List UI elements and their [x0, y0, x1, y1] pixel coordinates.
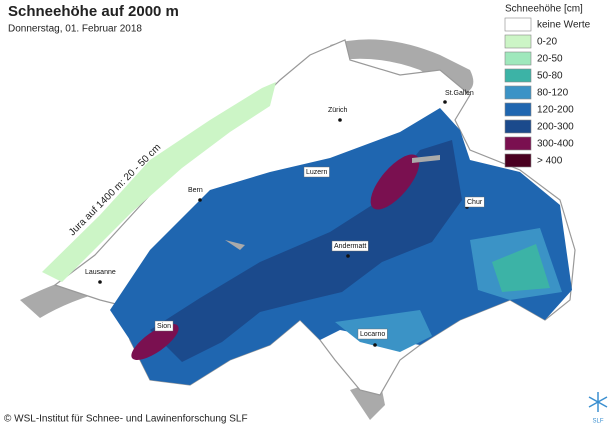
city-label: Chur — [467, 199, 483, 206]
city-dot — [443, 100, 447, 104]
legend-swatch — [504, 102, 532, 117]
city-label-box — [303, 166, 330, 178]
slf-logo-text: SLF — [592, 419, 603, 425]
city-label-box — [331, 240, 369, 252]
legend-swatch — [504, 17, 532, 32]
city-dot — [346, 254, 350, 258]
region-50-80 — [492, 244, 550, 292]
region-300-400-central — [370, 154, 420, 210]
city-label: Lausanne — [85, 269, 116, 276]
legend-label: 300-400 — [537, 139, 574, 150]
legend-label: > 400 — [537, 156, 563, 167]
legend-label: 200-300 — [537, 122, 574, 133]
legend-swatch — [504, 34, 532, 49]
city-label-box — [464, 196, 485, 208]
city-dot — [338, 118, 342, 122]
legend-swatch — [504, 68, 532, 83]
legend-label: 80-120 — [537, 88, 569, 99]
lake-walensee — [412, 155, 440, 163]
legend-swatch — [504, 136, 532, 151]
city-dot — [98, 280, 102, 284]
city-label-box — [154, 320, 174, 332]
legend-swatch — [504, 119, 532, 134]
legend-label: keine Werte — [537, 20, 591, 31]
slf-logo — [588, 392, 608, 412]
map-subtitle: Donnerstag, 01. Februar 2018 — [8, 24, 142, 35]
legend-swatch — [504, 85, 532, 100]
legend-label: 20-50 — [537, 54, 563, 65]
city-label: St.Gallen — [445, 90, 474, 97]
legend-swatch — [504, 153, 532, 168]
city-label-box — [357, 328, 388, 340]
city-label: Bern — [188, 187, 203, 194]
legend-label: 120-200 — [537, 105, 574, 116]
legend-label: 50-80 — [537, 71, 563, 82]
map-title: Schneehöhe auf 2000 m — [8, 3, 179, 20]
legend-label: 0-20 — [537, 37, 557, 48]
city-dot — [373, 343, 377, 347]
lake-thun — [225, 240, 245, 250]
city-label: Locarno — [360, 331, 385, 338]
city-label: Zürich — [328, 107, 348, 114]
copyright: © WSL-Institut für Schnee- und Lawinenfo… — [4, 414, 248, 425]
jura-region — [42, 82, 276, 282]
city-label: Andermatt — [334, 243, 366, 250]
legend-swatch — [504, 51, 532, 66]
city-dot — [198, 198, 202, 202]
region-300-400-valais — [131, 323, 179, 361]
city-label: Luzern — [306, 169, 328, 176]
city-label: Sion — [157, 323, 171, 330]
legend-title: Schneehöhe [cm] — [505, 4, 583, 15]
lake-constance — [330, 39, 474, 95]
